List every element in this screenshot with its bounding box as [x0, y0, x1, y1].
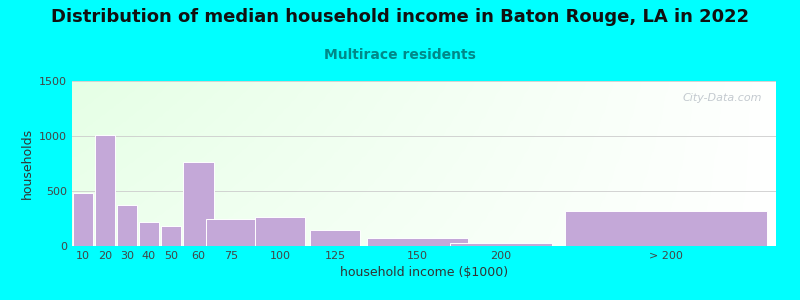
Text: Multirace residents: Multirace residents — [324, 48, 476, 62]
Bar — [310, 230, 360, 246]
X-axis label: household income ($1000): household income ($1000) — [340, 266, 508, 279]
Bar — [117, 205, 137, 246]
Bar — [450, 243, 552, 246]
Text: City-Data.com: City-Data.com — [682, 92, 762, 103]
Bar — [183, 162, 214, 246]
Bar — [73, 193, 93, 246]
Y-axis label: households: households — [21, 128, 34, 199]
Bar — [95, 135, 115, 246]
Bar — [161, 226, 181, 246]
Bar — [565, 211, 767, 246]
Text: Distribution of median household income in Baton Rouge, LA in 2022: Distribution of median household income … — [51, 8, 749, 26]
Bar — [206, 218, 257, 246]
Bar — [254, 217, 306, 246]
Bar — [139, 222, 159, 246]
Bar — [366, 238, 468, 246]
